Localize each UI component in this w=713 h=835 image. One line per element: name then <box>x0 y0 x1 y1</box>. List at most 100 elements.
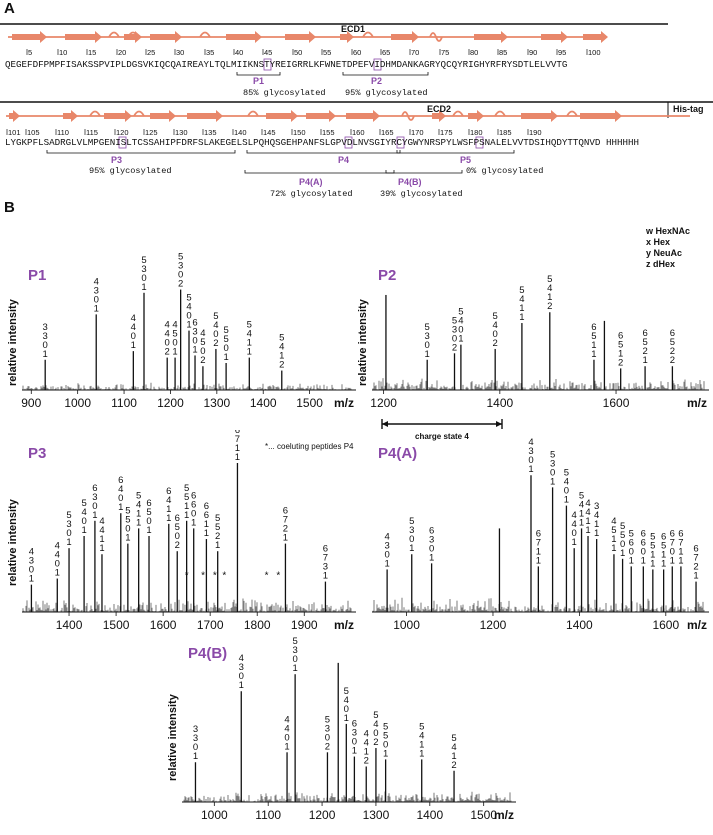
peak-composition-label: 1 <box>344 713 349 724</box>
peak-composition-label: 5 <box>141 255 146 266</box>
ecd2-glyco-p4b: 39% glycosylated <box>380 189 463 199</box>
peak-composition-label: 4 <box>364 729 369 740</box>
beta-strand-arrow <box>65 31 102 43</box>
peak-composition-label: 1 <box>451 751 456 762</box>
peak-composition-label: 4 <box>419 730 424 741</box>
peak-composition-label: 7 <box>678 537 683 548</box>
peak-composition-label: 5 <box>172 329 177 340</box>
spectrum-title: P2 <box>378 267 396 284</box>
peak-composition-label: 6 <box>191 499 196 510</box>
peak-composition-label: 3 <box>193 733 198 744</box>
peak-composition-label: 6 <box>693 544 698 555</box>
peak-composition-label: 2 <box>279 360 284 371</box>
y-axis-label: relative intensity <box>358 298 369 386</box>
peak-composition-label: 5 <box>383 730 388 741</box>
peak-composition-label: 1 <box>650 558 655 569</box>
peak-composition-label: 3 <box>409 525 414 536</box>
ecd1-secondary-structure: 5 10 15 20 25 30 35 40 45 50 55 60 65 70 75 80 85 90 95 100 <box>0 23 668 76</box>
peak-composition-label: 0 <box>383 739 388 750</box>
peak-composition-label: 5 <box>650 531 655 542</box>
ruler-label: 15 <box>88 48 96 57</box>
peak-composition-label: 1 <box>191 517 196 528</box>
peak-composition-label: 1 <box>292 663 297 674</box>
x-tick-label: 1600 <box>603 396 630 410</box>
peak-composition-label: 1 <box>572 537 577 548</box>
peak-composition-label: 1 <box>585 525 590 536</box>
peak-composition-label: 1 <box>283 533 288 544</box>
peak-composition-label: 1 <box>585 516 590 527</box>
ruler-label: 101 <box>8 128 21 137</box>
peak-composition-label: 1 <box>55 568 60 579</box>
peak-composition-label: 3 <box>528 446 533 457</box>
peak-composition-label: 1 <box>409 543 414 554</box>
peak-composition-label: 4 <box>247 329 252 340</box>
peak-composition-label: 5 <box>146 507 151 518</box>
peak-composition-label: 4 <box>373 719 378 730</box>
beta-strand-arrow <box>541 31 568 43</box>
peak-composition-label: 4 <box>284 714 289 725</box>
peak-composition-label: 2 <box>364 756 369 767</box>
peak-composition-label: 4 <box>136 499 141 510</box>
ecd2-site-p4: P4 <box>338 155 350 165</box>
ecd1-sequon-p2 <box>373 58 382 71</box>
x-tick-label: 1600 <box>150 618 177 632</box>
peak-composition-label: 0 <box>191 508 196 519</box>
peak-composition-label: 2 <box>670 355 675 366</box>
peak-composition-label: 4 <box>344 695 349 706</box>
peak-composition-label: 2 <box>618 357 623 368</box>
peak-composition-label: 1 <box>536 546 541 557</box>
beta-strand-arrow <box>306 110 336 122</box>
spectrum-title: P1 <box>28 267 46 284</box>
peak-composition-label: 5 <box>66 510 71 521</box>
peak-composition-label: 3 <box>452 324 457 335</box>
peak-composition-label: 1 <box>384 558 389 569</box>
peak-composition-label: 1 <box>661 558 666 569</box>
peak-composition-label: 6 <box>536 528 541 539</box>
ruler-label: 80 <box>470 48 478 57</box>
peak-composition-label: 1 <box>458 334 463 345</box>
peak-composition-label: 0 <box>81 516 86 527</box>
peak-composition-label: 4 <box>55 541 60 552</box>
peak-composition-label: 3 <box>94 285 99 296</box>
peak-composition-label: 7 <box>283 515 288 526</box>
peak-composition-label: 0 <box>131 331 136 342</box>
ruler-label: 190 <box>529 128 542 137</box>
peak-composition-label: 1 <box>223 352 228 363</box>
x-tick-label: 1400 <box>416 808 443 822</box>
peak-composition-label: 1 <box>166 504 171 515</box>
peak-composition-label: 0 <box>528 455 533 466</box>
peak-composition-label: 4 <box>572 510 577 521</box>
x-tick-label: 1800 <box>244 618 271 632</box>
spectrum-baseline-noise <box>22 382 352 390</box>
peak-composition-label: 4 <box>547 283 552 294</box>
peak-composition-label: 1 <box>186 320 191 331</box>
ruler-label: 170 <box>411 128 424 137</box>
ruler-label: 90 <box>529 48 537 57</box>
peak-composition-label: 6 <box>146 498 151 509</box>
peak-composition-label: 5 <box>458 307 463 318</box>
peak-composition-label: 1 <box>611 543 616 554</box>
peak-composition-label: 3 <box>66 519 71 530</box>
x-tick-label: 1000 <box>393 618 420 632</box>
x-tick-label: 1000 <box>64 396 91 410</box>
peak-composition-label: 1 <box>419 748 424 759</box>
peak-composition-label: 1 <box>419 739 424 750</box>
ecd2-sequon-box <box>396 136 405 149</box>
peak-composition-label: 4 <box>564 477 569 488</box>
peak-composition-label: 3 <box>239 662 244 673</box>
peak-composition-label: 5 <box>629 528 634 539</box>
peak-composition-label: 0 <box>564 486 569 497</box>
peak-composition-label: 6 <box>670 328 675 339</box>
peak-composition-label: 0 <box>141 273 146 284</box>
peak-composition-label: 6 <box>670 528 675 539</box>
peak-composition-label: 6 <box>641 537 646 548</box>
peak-composition-label: 2 <box>175 540 180 551</box>
ecd1-sequon-p1 <box>263 58 272 71</box>
peak-composition-label: 1 <box>693 571 698 582</box>
peak-composition-label: 0 <box>175 531 180 542</box>
peak-composition-label: 7 <box>670 537 675 548</box>
peak-composition-label: 0 <box>292 654 297 665</box>
spectrum-p4a: P4(A)1000 1200 1400 1600 m/z4301530163014301… <box>372 437 709 632</box>
peak-composition-label: 1 <box>204 528 209 539</box>
peak-composition-label: 6 <box>429 525 434 536</box>
